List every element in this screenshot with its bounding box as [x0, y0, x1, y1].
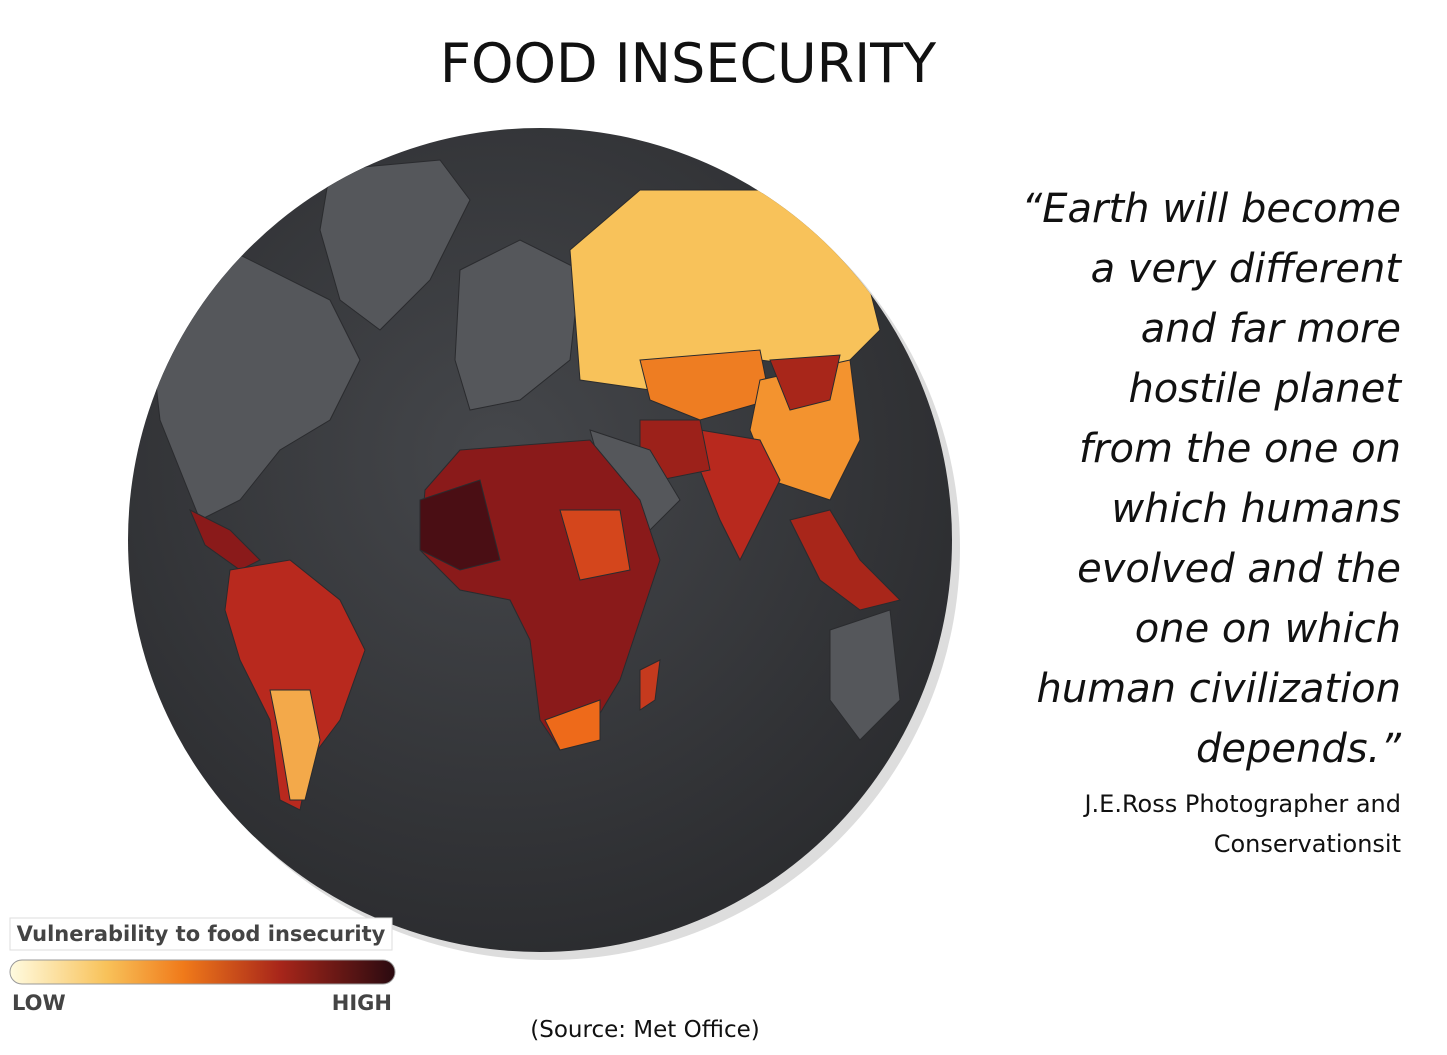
argentina [269, 689, 321, 801]
legend-title: Vulnerability to food insecurity [17, 922, 386, 946]
quote-line: “Earth will become [1021, 186, 1401, 232]
south-africa [544, 699, 601, 751]
east-africa [559, 509, 631, 581]
europe [454, 239, 581, 411]
globe [128, 128, 960, 960]
legend-high: HIGH [332, 991, 392, 1015]
australia [829, 609, 901, 741]
legend-low: LOW [12, 991, 66, 1015]
legend: Vulnerability to food insecurity LOW HIG… [9, 917, 396, 1015]
central-america [189, 508, 261, 571]
quote-line: human civilization [1037, 666, 1402, 712]
attribution-line: J.E.Ross Photographer and [1082, 790, 1401, 818]
legend-title-box [9, 917, 393, 951]
sahel [419, 479, 501, 571]
attribution-line: Conservationsit [1214, 830, 1401, 858]
china [749, 359, 861, 501]
quote-line: hostile planet [1128, 366, 1402, 412]
quote-line: a very different [1091, 246, 1403, 292]
india [699, 429, 781, 562]
legend-gradient [9, 959, 396, 985]
quote: “Earth will become a very different and fa… [1021, 186, 1402, 858]
greenland [319, 159, 471, 331]
madagascar [639, 659, 661, 711]
russia [569, 189, 881, 391]
southeast-asia [789, 509, 901, 611]
north-america [149, 249, 361, 521]
quote-line: which humans [1111, 486, 1401, 532]
mongolia [769, 354, 841, 411]
quote-line: from the one on [1079, 426, 1401, 472]
quote-line: and far more [1141, 306, 1401, 352]
title: FOOD INSECURITY [440, 32, 937, 95]
source: (Source: Met Office) [530, 1017, 759, 1043]
quote-line: one on which [1135, 606, 1401, 652]
quote-line: depends.” [1196, 726, 1401, 772]
quote-line: evolved and the [1077, 546, 1401, 592]
central-asia [639, 349, 771, 421]
